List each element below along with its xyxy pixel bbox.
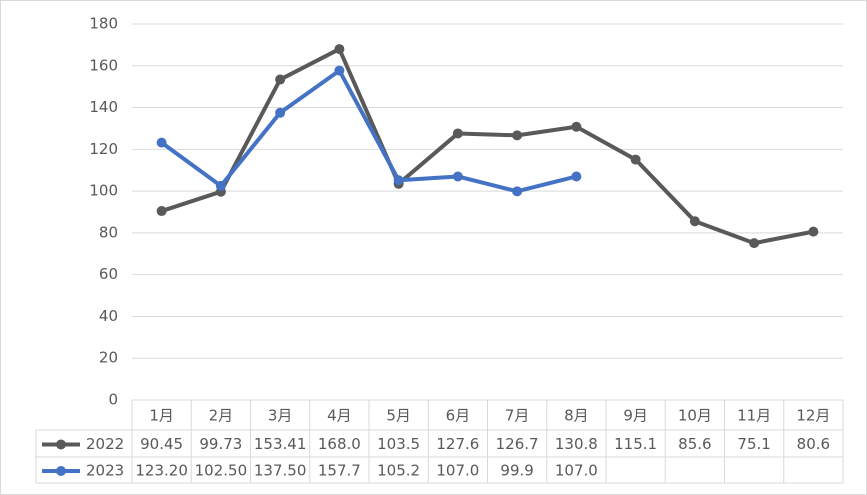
- table-value: 80.6: [797, 435, 830, 453]
- y-tick-label: 160: [89, 56, 118, 74]
- x-tick-label: 7月: [505, 407, 530, 425]
- legend-label: 2022: [86, 435, 124, 453]
- table-value: 157.7: [318, 462, 361, 480]
- marker: [156, 137, 167, 148]
- table-value: 123.20: [135, 462, 188, 480]
- table-value: 127.6: [436, 435, 479, 453]
- y-tick-label: 100: [89, 182, 118, 200]
- table-value: 102.50: [195, 462, 248, 480]
- x-tick-label: 4月: [327, 407, 352, 425]
- marker: [334, 44, 345, 55]
- table-value: 126.7: [496, 435, 539, 453]
- marker: [689, 216, 700, 227]
- marker: [452, 171, 463, 182]
- table-value: 90.45: [140, 435, 183, 453]
- marker: [630, 154, 641, 165]
- marker: [571, 121, 582, 132]
- legend-marker: [56, 439, 66, 450]
- marker: [808, 226, 819, 237]
- table-value: 107.0: [436, 462, 479, 480]
- y-tick-label: 0: [108, 391, 118, 409]
- y-tick-label: 120: [89, 140, 118, 158]
- marker: [215, 180, 226, 191]
- table-value: 115.1: [614, 435, 657, 453]
- table-value: 99.9: [500, 462, 533, 480]
- marker: [512, 186, 523, 197]
- y-tick-label: 20: [99, 349, 118, 367]
- marker: [512, 130, 523, 141]
- table-value: 153.41: [254, 435, 307, 453]
- x-tick-label: 10月: [678, 407, 712, 425]
- marker: [393, 175, 404, 186]
- table-value: 99.73: [199, 435, 242, 453]
- x-tick-label: 1月: [149, 407, 174, 425]
- x-tick-label: 2月: [209, 407, 234, 425]
- marker: [749, 238, 760, 249]
- y-tick-label: 140: [89, 98, 118, 116]
- y-tick-label: 80: [99, 223, 118, 241]
- series-line: [161, 47, 814, 246]
- y-tick-label: 60: [99, 265, 118, 283]
- marker: [571, 171, 582, 182]
- series-line: [160, 68, 577, 194]
- legend-label: 2023: [86, 462, 124, 480]
- marker: [275, 107, 286, 118]
- x-tick-label: 5月: [386, 407, 411, 425]
- x-tick-label: 8月: [564, 407, 589, 425]
- table-value: 75.1: [737, 435, 770, 453]
- table-value: 168.0: [318, 435, 361, 453]
- marker: [452, 128, 463, 139]
- table-value: 105.2: [377, 462, 420, 480]
- marker: [334, 65, 345, 76]
- x-tick-label: 11月: [737, 407, 771, 425]
- x-tick-label: 3月: [268, 407, 293, 425]
- table-value: 103.5: [377, 435, 420, 453]
- legend-marker: [56, 466, 66, 476]
- table-value: 130.8: [555, 435, 598, 453]
- y-tick-label: 40: [99, 307, 118, 325]
- marker: [275, 74, 286, 85]
- y-tick-label: 180: [89, 15, 118, 33]
- x-tick-label: 6月: [446, 407, 471, 425]
- table-value: 107.0: [555, 462, 598, 480]
- table-value: 137.50: [254, 462, 307, 480]
- x-tick-label: 9月: [623, 407, 648, 425]
- marker: [156, 206, 167, 217]
- x-tick-label: 12月: [796, 407, 830, 425]
- table-value: 85.6: [678, 435, 711, 453]
